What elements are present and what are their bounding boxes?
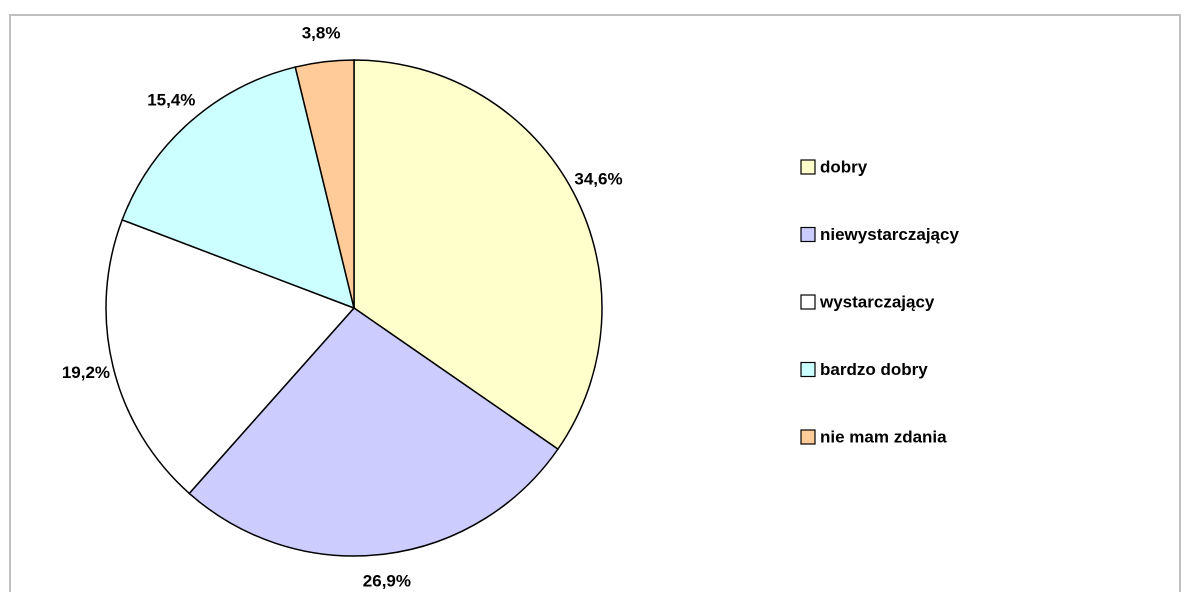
data-label: 15,4%: [147, 91, 195, 110]
legend-swatch: [800, 361, 816, 378]
data-label: 26,9%: [363, 572, 411, 591]
pie-slice: [105, 218, 356, 495]
pie-slice: [294, 59, 355, 309]
legend-swatch: [800, 159, 816, 175]
legend-swatch: [800, 429, 816, 445]
data-label: 34,6%: [574, 169, 622, 188]
data-label: 3,8%: [302, 23, 341, 42]
legend-label: wystarczający: [819, 292, 935, 311]
legend-label: nie mam zdania: [820, 427, 947, 446]
pie-slice: [121, 66, 356, 310]
legend-label: niewystarczający: [820, 225, 959, 244]
legend-label: dobry: [820, 157, 868, 176]
legend-label: bardzo dobry: [820, 360, 928, 379]
pie-slice: [188, 307, 559, 557]
pie-slice: [353, 59, 603, 451]
legend-swatch: [800, 294, 816, 310]
data-label: 19,2%: [62, 363, 110, 382]
legend-swatch: [800, 226, 816, 243]
